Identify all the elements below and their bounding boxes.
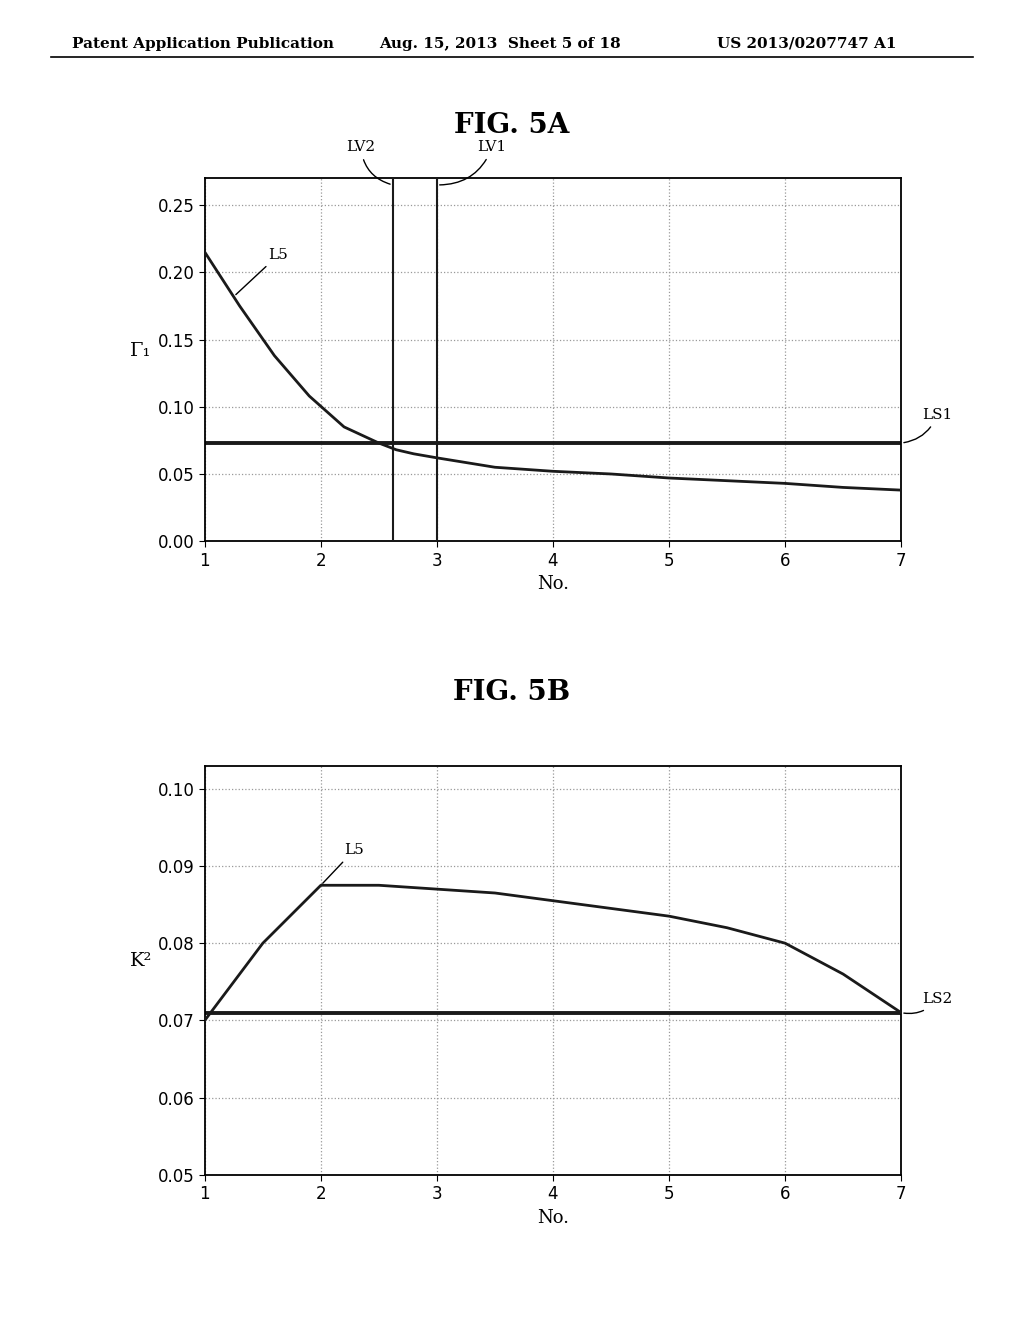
Text: LS1: LS1	[904, 408, 952, 442]
Text: Patent Application Publication: Patent Application Publication	[72, 37, 334, 51]
Text: US 2013/0207747 A1: US 2013/0207747 A1	[717, 37, 896, 51]
Text: LV2: LV2	[346, 140, 390, 185]
Text: FIG. 5B: FIG. 5B	[454, 680, 570, 706]
Text: Aug. 15, 2013  Sheet 5 of 18: Aug. 15, 2013 Sheet 5 of 18	[379, 37, 621, 51]
Y-axis label: Γ₁: Γ₁	[130, 342, 152, 360]
Text: LV1: LV1	[439, 140, 507, 185]
X-axis label: No.: No.	[537, 1209, 569, 1226]
Text: LS2: LS2	[904, 993, 952, 1014]
Text: L5: L5	[323, 843, 364, 883]
X-axis label: No.: No.	[537, 576, 569, 593]
Y-axis label: K²: K²	[130, 952, 152, 970]
Text: L5: L5	[236, 248, 289, 294]
Text: FIG. 5A: FIG. 5A	[455, 112, 569, 139]
